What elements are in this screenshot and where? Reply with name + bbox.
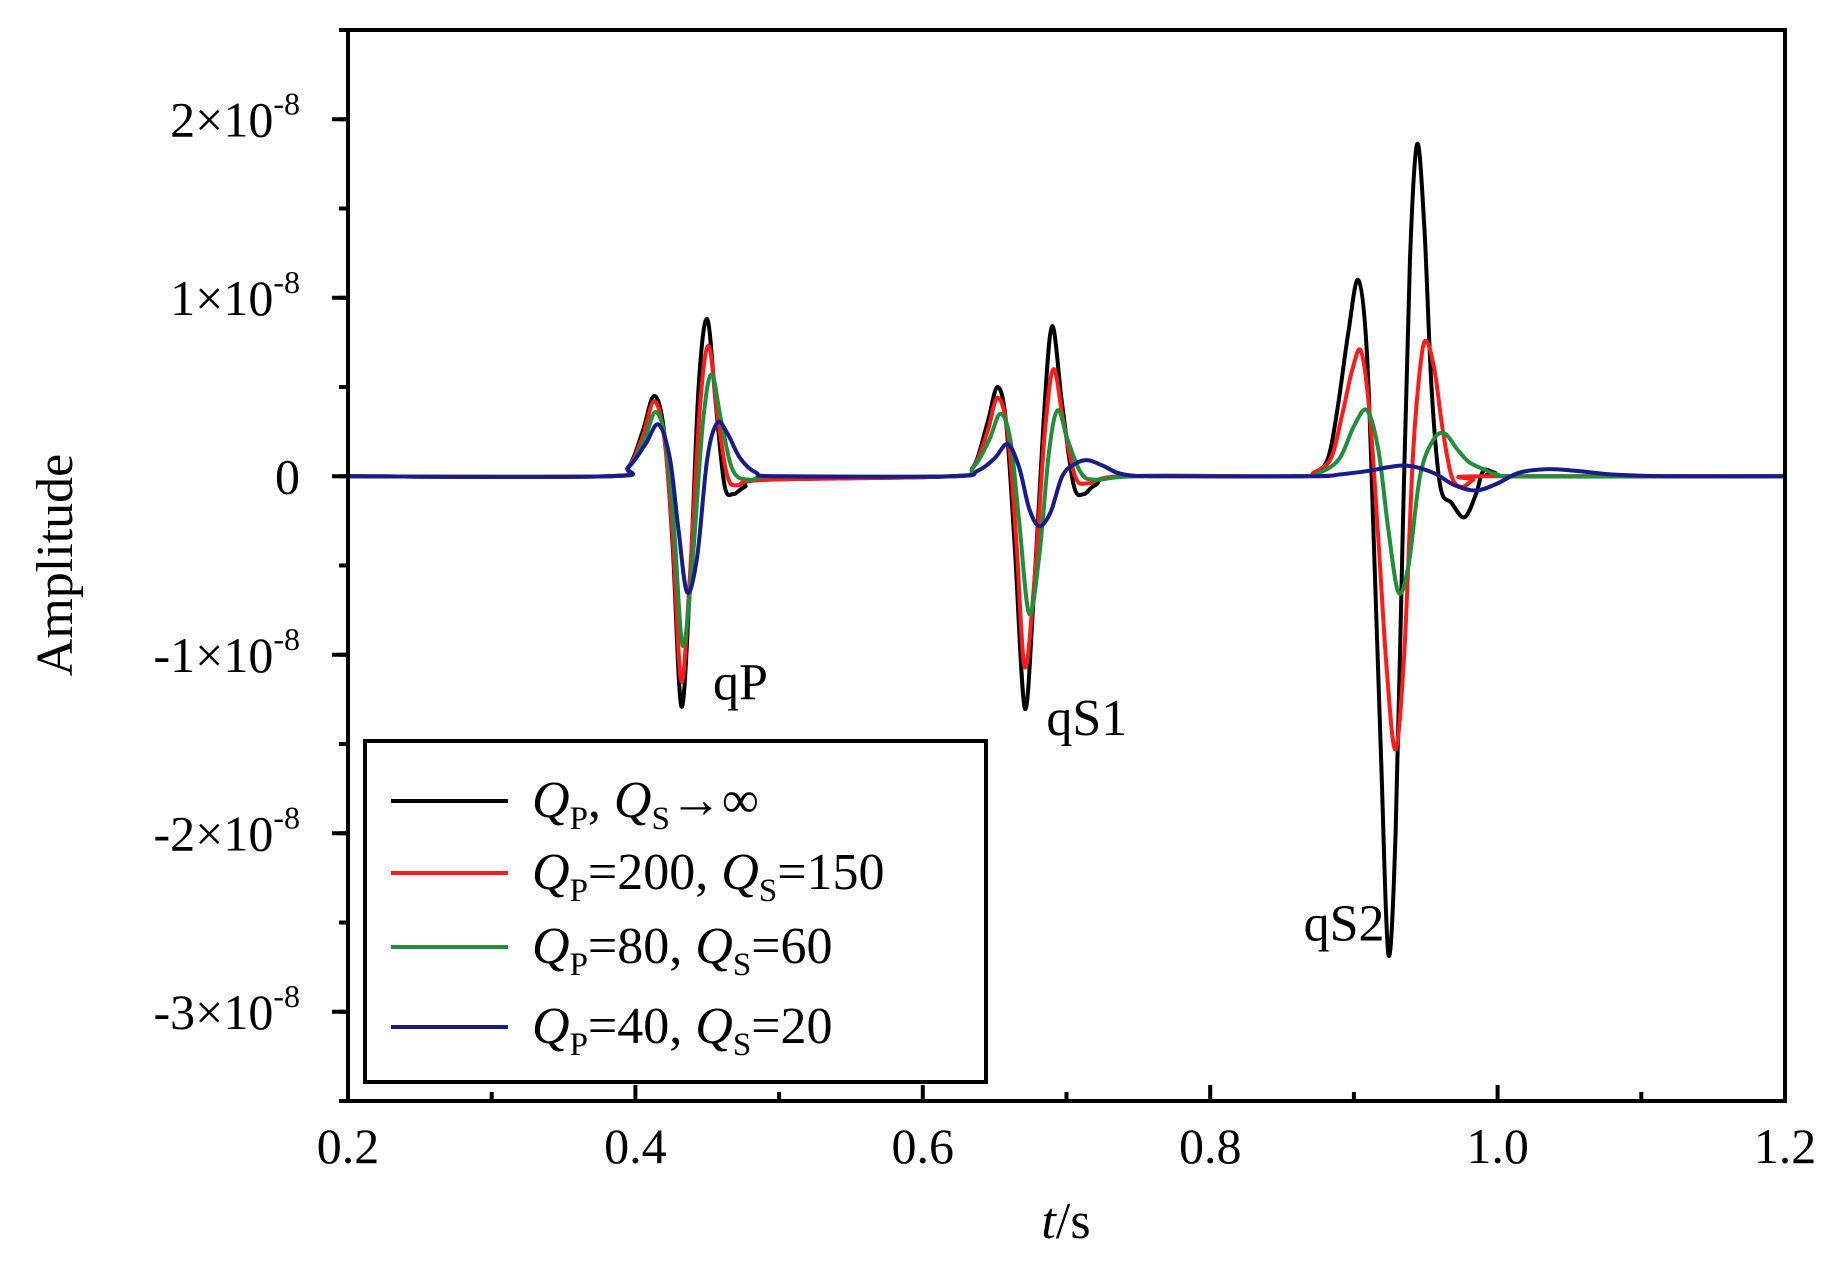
y-tick-label: 2×10-8: [170, 85, 300, 147]
legend-text-part: ,: [588, 772, 614, 829]
x-axis-title-unit: /s: [1056, 1193, 1091, 1250]
legend-text-part: =40,: [588, 998, 695, 1055]
annotation-qS1: qS1: [1046, 690, 1127, 747]
legend-text-part: =60: [751, 918, 832, 975]
legend-text-part: Q: [614, 772, 652, 829]
legend-text-part: =20: [751, 998, 832, 1055]
legend-text-part: =80,: [588, 918, 695, 975]
legend-text-part: =150: [777, 844, 884, 901]
y-axis-ticks: 2×10-81×10-80-1×10-8-2×10-8-3×10-8: [153, 28, 348, 1103]
x-tick-label: 1.0: [1466, 1118, 1529, 1174]
legend-text-part: Q: [532, 998, 570, 1055]
x-axis-ticks: 0.2 0.4 0.6 0.8 1.0 1.2: [317, 1085, 1817, 1174]
legend-text-part: P: [570, 947, 588, 983]
y-tick-exponent: -8: [273, 978, 300, 1014]
y-tick-mantissa: -2×10: [153, 805, 273, 861]
legend-text-part: Q: [721, 844, 759, 901]
y-tick-label: 0: [275, 448, 300, 504]
y-tick-label: -3×10-8: [153, 978, 300, 1040]
legend-label-1: QP=200, QS=150: [532, 844, 885, 909]
series-line-3: [346, 419, 1787, 595]
y-tick-mantissa: 1×10: [170, 270, 273, 326]
y-tick-mantissa: 0: [275, 448, 300, 504]
x-tick-label: 0.4: [604, 1118, 667, 1174]
legend-text-part: Q: [532, 844, 570, 901]
legend-text-part: Q: [532, 918, 570, 975]
wave-annotations: qP qS1 qS2: [713, 654, 1385, 952]
legend-text-part: S: [733, 1027, 751, 1063]
annotation-qP: qP: [713, 654, 768, 711]
legend-label-3: QP=40, QS=20: [532, 998, 833, 1063]
x-axis-title-var: t: [1041, 1193, 1057, 1250]
x-tick-label: 0.6: [892, 1118, 955, 1174]
x-tick-label: 1.2: [1754, 1118, 1817, 1174]
y-tick-mantissa: -3×10: [153, 984, 273, 1040]
legend-text-part: P: [570, 801, 588, 837]
x-tick-label: 0.8: [1179, 1118, 1242, 1174]
annotation-qS2: qS2: [1304, 895, 1385, 952]
series-line-2: [346, 372, 1787, 648]
x-axis-title: t/s: [1041, 1193, 1090, 1250]
legend-text-part: P: [570, 873, 588, 909]
legend-text-part: S: [733, 947, 751, 983]
y-tick-exponent: -8: [273, 799, 300, 835]
y-tick-label: 1×10-8: [170, 264, 300, 326]
legend-text-part: →∞: [670, 772, 759, 829]
legend-text-part: Q: [532, 772, 570, 829]
y-tick-exponent: -8: [273, 621, 300, 657]
y-tick-mantissa: 2×10: [170, 91, 273, 147]
legend-text-part: Q: [695, 918, 733, 975]
y-tick-exponent: -8: [273, 85, 300, 121]
legend-text-part: Q: [695, 998, 733, 1055]
legend-label-2: QP=80, QS=60: [532, 918, 833, 983]
legend-text-part: P: [570, 1027, 588, 1063]
y-tick-label: -1×10-8: [153, 621, 300, 683]
plot-series: [346, 141, 1787, 959]
legend-text-part: S: [651, 801, 669, 837]
legend-text-part: S: [759, 873, 777, 909]
x-tick-label: 0.2: [317, 1118, 380, 1174]
y-tick-label: -2×10-8: [153, 799, 300, 861]
legend-text-part: =200,: [588, 844, 721, 901]
y-axis-title: Amplitude: [27, 454, 84, 676]
y-tick-exponent: -8: [273, 264, 300, 300]
y-tick-mantissa: -1×10: [153, 627, 273, 683]
legend-label-0: QP, QS→∞: [532, 772, 759, 837]
